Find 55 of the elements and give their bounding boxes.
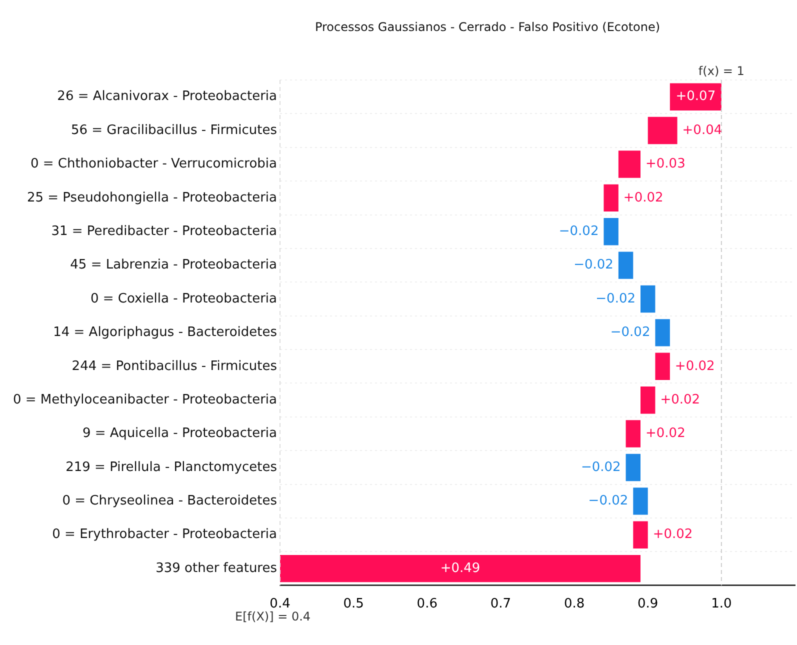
data-label: −0.02 <box>558 224 599 239</box>
data-label: +0.02 <box>674 358 715 374</box>
y-tick-label: 31 = Peredibacter - Proteobacteria <box>51 224 278 239</box>
data-label: −0.02 <box>574 258 614 273</box>
x-tick-label: 0.4 <box>270 596 290 612</box>
data-label: +0.02 <box>652 527 693 542</box>
bar <box>670 83 722 110</box>
bar <box>633 521 648 548</box>
y-tick-label: 0 = Erythrobacter - Proteobacteria <box>52 527 278 542</box>
bar <box>640 285 656 313</box>
bar <box>618 150 641 178</box>
data-label: +0.04 <box>682 122 722 138</box>
x-tick-label: 0.8 <box>564 596 585 612</box>
data-label: +0.02 <box>660 392 700 408</box>
y-tick-label: 0 = Methyloceanibacter - Proteobacteria <box>12 392 278 408</box>
ref-line-label: E[f(X)] = 0.4 <box>235 610 311 624</box>
y-tick-label: 244 = Pontibacillus - Firmicutes <box>72 358 278 374</box>
data-label: +0.07 <box>676 89 716 104</box>
x-tick-label: 0.5 <box>343 596 364 612</box>
data-label: −0.02 <box>588 494 628 509</box>
data-label: +0.49 <box>440 560 480 576</box>
y-tick-label: 56 = Gracilibacillus - Firmicutes <box>70 122 278 138</box>
x-tick-label: 0.9 <box>638 596 658 612</box>
x-tick-label: 0.6 <box>416 596 438 612</box>
x-tick-label: 1.0 <box>711 596 732 612</box>
data-label: +0.02 <box>623 190 664 206</box>
y-tick-label: 0 = Chthoniobacter - Verrucomicrobia <box>30 156 278 172</box>
bar <box>604 184 618 212</box>
y-tick-label: 339 other features <box>156 560 278 576</box>
y-tick-label: 0 = Coxiella - Proteobacteria <box>90 291 278 306</box>
y-tick-label: 219 = Pirellula - Planctomycetes <box>66 460 278 475</box>
x-tick-label: 0.7 <box>490 596 512 612</box>
bar <box>626 454 641 482</box>
bar <box>604 218 618 246</box>
data-label: −0.02 <box>610 325 650 340</box>
data-label: +0.02 <box>646 426 686 442</box>
y-tick-label: 26 = Alcanivorax - Proteobacteria <box>57 89 278 104</box>
data-label: −0.02 <box>596 291 636 306</box>
bar <box>618 252 634 279</box>
bar <box>633 488 648 515</box>
y-tick-label: 14 = Algoriphagus - Bacteroidetes <box>53 325 278 340</box>
data-label: +0.03 <box>646 156 686 172</box>
bar <box>280 554 641 582</box>
chart-title: Processos Gaussianos - Cerrado - Falso Positivo (Ecotone) <box>314 20 660 34</box>
bar <box>648 116 678 144</box>
y-tick-label: 45 = Labrenzia - Proteobacteria <box>70 258 278 273</box>
bar <box>655 319 670 346</box>
bar <box>655 352 670 380</box>
y-tick-label: 25 = Pseudohongiella - Proteobacteria <box>26 190 278 206</box>
y-tick-label: 9 = Aquicella - Proteobacteria <box>82 426 278 442</box>
y-tick-label: 0 = Chryseolinea - Bacteroidetes <box>62 494 278 509</box>
bar <box>626 420 641 448</box>
ref-line-label: f(x) = 1 <box>698 64 744 78</box>
data-label: −0.02 <box>580 460 621 475</box>
bar <box>640 386 656 414</box>
